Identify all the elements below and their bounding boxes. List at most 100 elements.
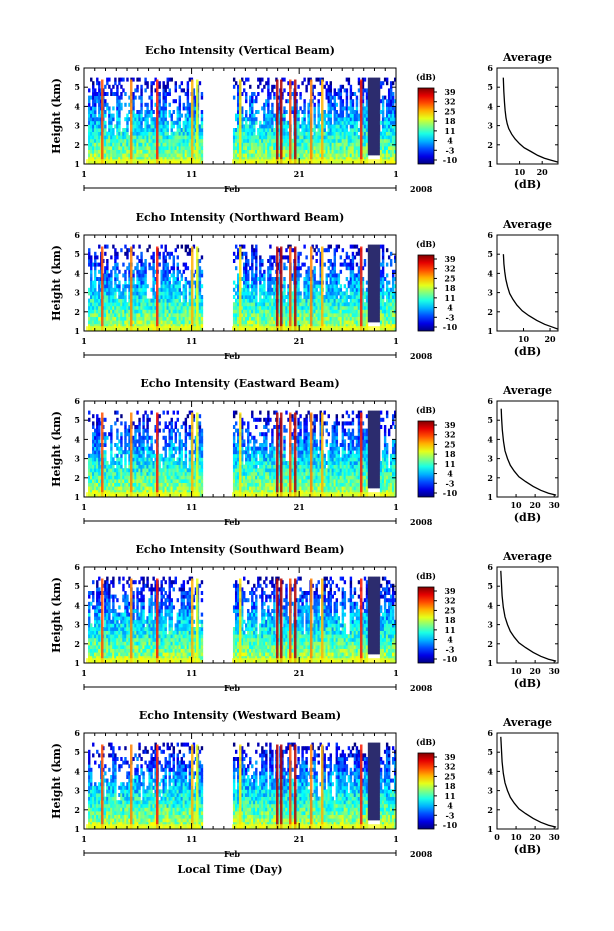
colorbar-tick-label: 4 — [447, 136, 453, 146]
average-y-tick-label: 2 — [487, 140, 493, 150]
heatmap-cell — [317, 302, 320, 307]
heatmap-cell — [180, 138, 184, 143]
heatmap-cell — [160, 320, 163, 325]
heatmap-cell — [90, 323, 93, 328]
heatmap-cell — [140, 99, 143, 104]
heatmap-cell — [381, 251, 385, 256]
heatmap-cell — [241, 244, 244, 249]
heatmap-cell — [150, 316, 153, 321]
heatmap-cell — [188, 102, 192, 107]
heatmap-cell — [118, 95, 121, 100]
heatmap-cell — [343, 291, 347, 296]
heatmap-cell — [178, 117, 182, 122]
heatmap-cell — [259, 277, 262, 281]
heatmap-cell — [335, 135, 339, 140]
heatmap-cell — [164, 295, 167, 299]
heatmap-cell — [305, 295, 308, 299]
heatmap-cell — [243, 280, 246, 285]
heatmap-cell — [160, 287, 163, 292]
heatmap-cell — [347, 77, 351, 82]
heatmap-cell — [234, 138, 238, 143]
heatmap-cell — [301, 309, 304, 314]
heatmap-cell — [307, 81, 310, 86]
heatmap-cell — [124, 316, 127, 321]
average-x-label: (dB) — [514, 345, 541, 358]
heatmap-cell — [176, 106, 179, 111]
heatmap-cell — [134, 291, 137, 296]
heatmap-cell — [393, 117, 397, 122]
heatmap-cell — [140, 295, 143, 299]
heatmap-cell — [365, 131, 369, 136]
heatmap-cell — [307, 106, 310, 111]
heatmap-cell — [162, 106, 165, 111]
heatmap-cell — [162, 110, 165, 114]
heatmap-cell — [257, 110, 260, 114]
heatmap-cell — [287, 153, 290, 158]
heatmap-cell — [251, 153, 254, 158]
heatmap-cell — [285, 153, 288, 158]
heatmap-cell — [313, 298, 316, 303]
heatmap-cell — [247, 305, 250, 310]
heatmap-cell — [327, 113, 330, 118]
heatmap-cell — [158, 106, 161, 111]
heatmap-cell — [168, 146, 171, 150]
heatmap-cell — [381, 323, 385, 328]
heatmap-cell — [92, 313, 95, 317]
heatmap-cell — [236, 248, 240, 253]
heatmap-cell — [325, 287, 328, 292]
heatmap-cell — [331, 309, 334, 314]
heatmap-cell — [339, 262, 343, 267]
heatmap-cell — [140, 84, 143, 89]
heatmap-cell — [134, 120, 137, 125]
heatmap-cell — [110, 142, 113, 147]
heatmap-cell — [247, 284, 250, 289]
heatmap-cell — [369, 77, 373, 156]
heatmap-cell — [269, 153, 272, 158]
heatmap-cell — [114, 92, 117, 96]
heatmap-cell — [154, 295, 157, 299]
heatmap-cell — [327, 88, 330, 93]
heatmap-cell — [232, 95, 236, 100]
heatmap-cell — [96, 302, 99, 307]
heatmap-cell — [387, 99, 391, 104]
heatmap-cell — [345, 302, 349, 307]
heatmap-cell — [315, 295, 318, 299]
heatmap-cell — [142, 323, 145, 328]
heatmap-cell — [138, 138, 141, 143]
heatmap-cell — [385, 320, 389, 325]
heatmap-cell — [325, 280, 328, 285]
heatmap-cell — [347, 262, 351, 267]
heatmap-cell — [152, 149, 155, 154]
heatmap-cell — [136, 284, 139, 289]
heatmap-cell — [92, 305, 95, 310]
heatmap-cell — [90, 475, 93, 480]
heatmap-cell — [241, 291, 244, 296]
rain-stripe — [239, 246, 242, 331]
heatmap-cell — [194, 280, 198, 285]
heatmap-cell — [90, 142, 93, 147]
heatmap-cell — [299, 313, 302, 317]
heatmap-cell — [325, 298, 328, 303]
heatmap-cell — [98, 295, 101, 299]
heatmap-cell — [325, 131, 328, 136]
heatmap-cell — [134, 131, 137, 136]
heatmap-cell — [118, 295, 121, 299]
panel-title: Echo Intensity (Vertical Beam) — [145, 44, 335, 57]
heatmap-cell — [160, 110, 163, 114]
heatmap-cell — [357, 269, 361, 274]
heatmap-cell — [164, 259, 167, 263]
heatmap-cell — [116, 124, 119, 129]
heatmap-cell — [158, 316, 161, 321]
heatmap-cell — [389, 309, 393, 314]
heatmap-cell — [329, 273, 332, 278]
heatmap-cell — [259, 309, 262, 314]
heatmap-cell — [108, 287, 111, 292]
heatmap-cell — [124, 142, 127, 147]
heatmap-cell — [283, 262, 286, 267]
heatmap-cell — [118, 320, 121, 325]
rain-stripe — [360, 79, 363, 164]
heatmap-cell — [287, 259, 290, 263]
heatmap-cell — [146, 149, 149, 154]
heatmap-cell — [255, 149, 258, 154]
